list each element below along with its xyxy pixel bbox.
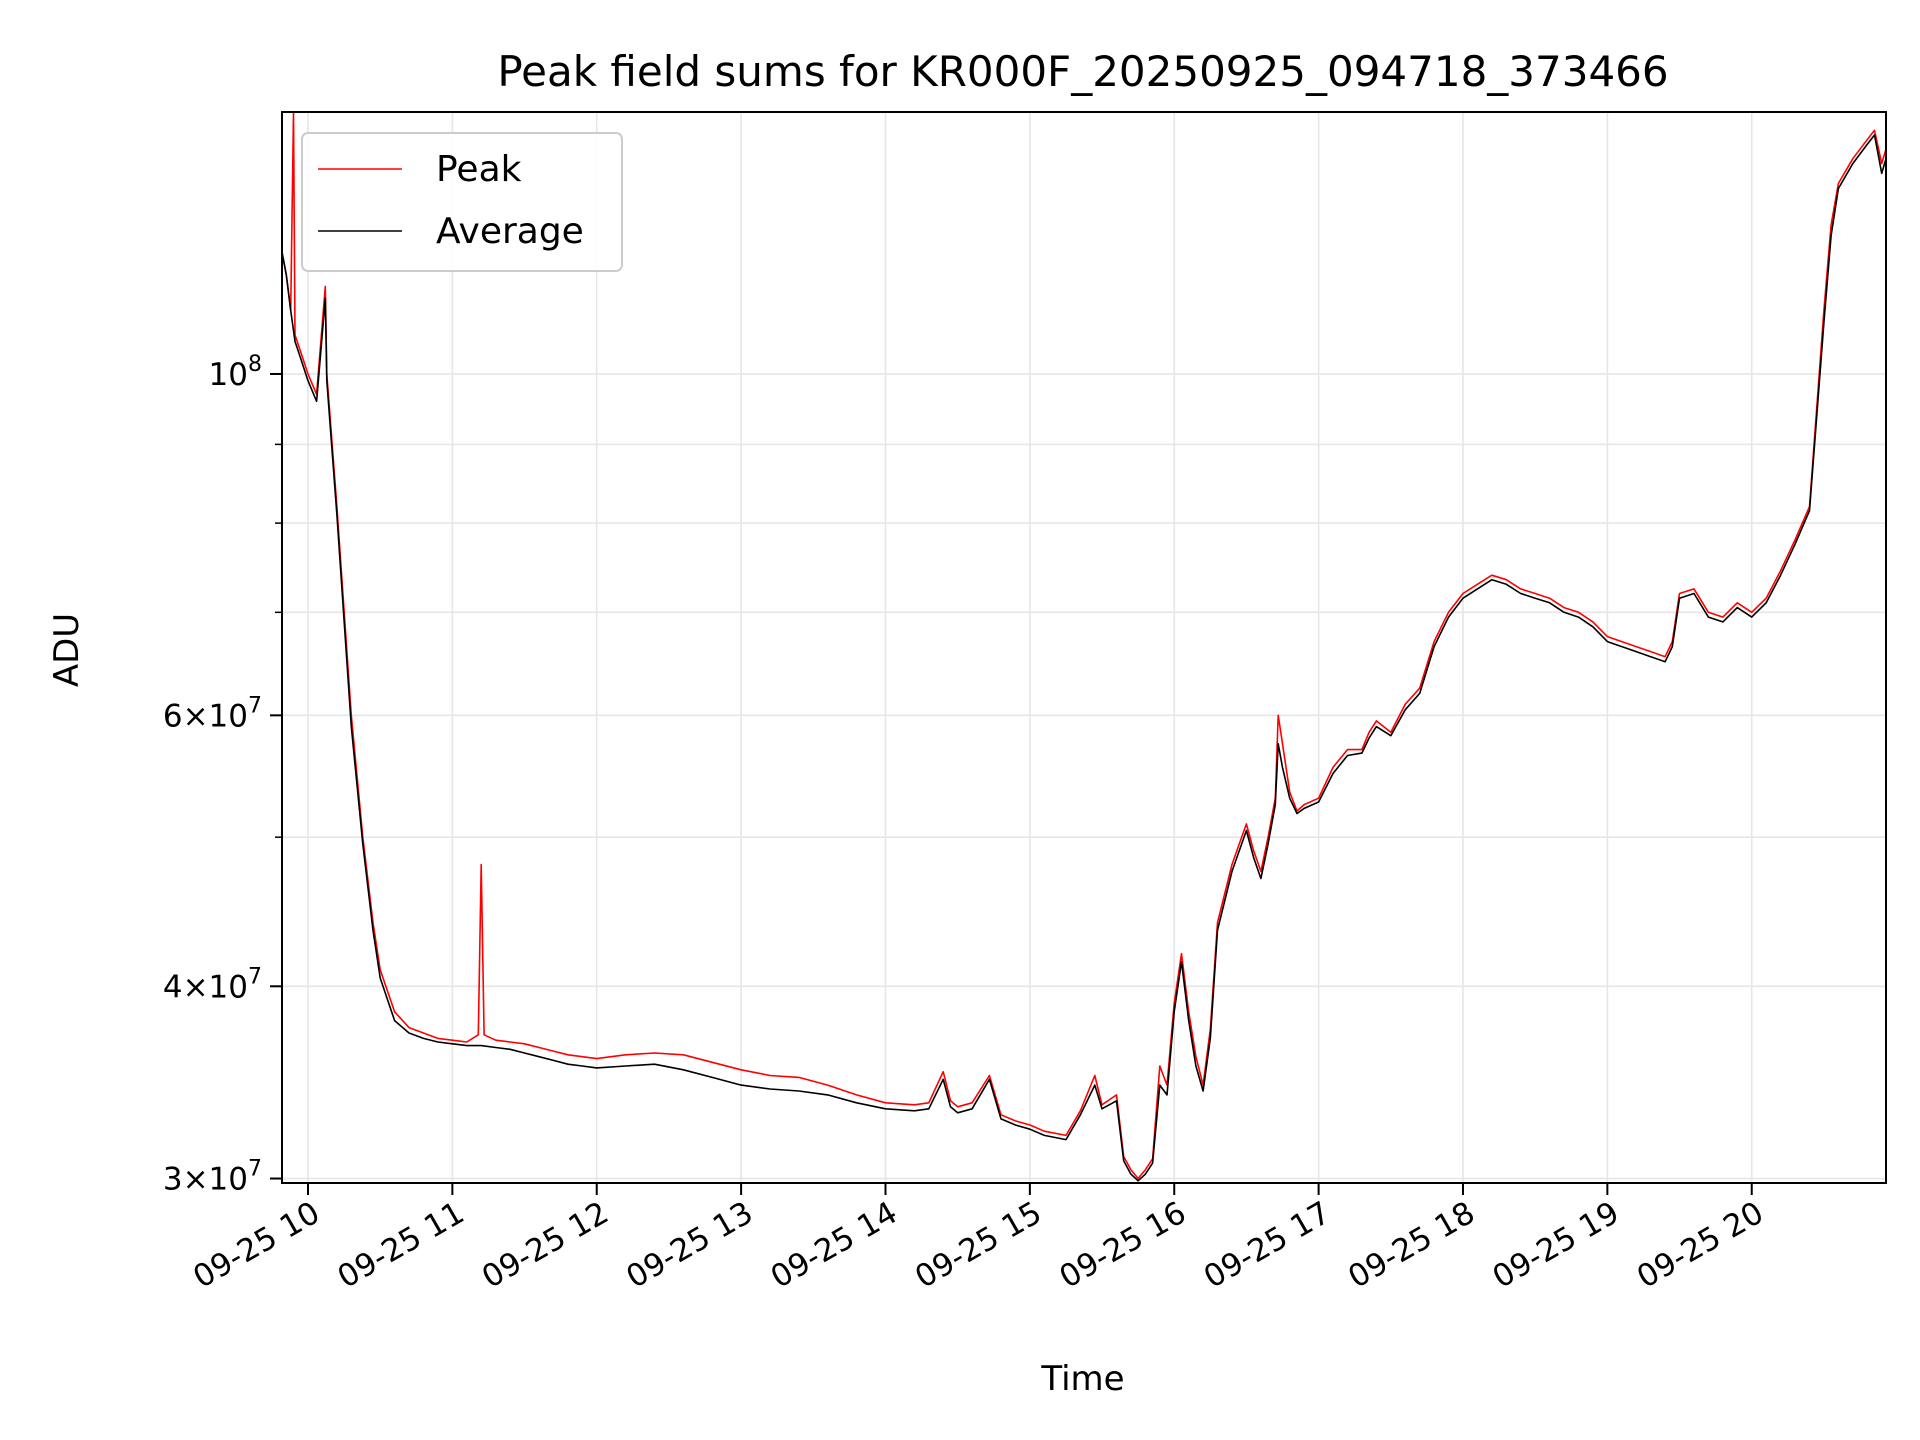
grid xyxy=(282,112,1886,1183)
legend-box xyxy=(301,132,623,272)
chart-title: Peak field sums for KR000F_20250925_0947… xyxy=(497,47,1668,96)
y-tick-label: 4×107 xyxy=(163,964,262,1005)
y-tick-mantissa: 6 xyxy=(163,698,183,734)
series-line-peak xyxy=(282,112,1886,1180)
legend-label-peak: Peak xyxy=(436,149,522,190)
y-tick-exponent: 7 xyxy=(248,693,262,718)
y-tick-exponent: 8 xyxy=(248,352,262,377)
series-line-average xyxy=(282,134,1886,1182)
series-layer xyxy=(282,112,1886,1182)
y-tick-label: 3×107 xyxy=(163,1157,262,1198)
y-tick-exponent: 7 xyxy=(248,1157,262,1182)
y-tick-mantissa: 4 xyxy=(163,969,183,1005)
y-axis: 3×107 4×107 6×107 108 xyxy=(163,352,282,1198)
plot-frame xyxy=(281,111,1887,1184)
y-tick-mantissa: 3 xyxy=(163,1162,183,1198)
y-tick-label: 108 xyxy=(209,352,262,393)
legend: Peak Average xyxy=(301,132,623,272)
y-axis-title: ADU xyxy=(47,613,87,687)
x-axis-title: Time xyxy=(1040,1359,1124,1399)
legend-label-average: Average xyxy=(436,211,584,252)
y-tick-exponent: 7 xyxy=(248,964,262,989)
y-tick-label: 6×107 xyxy=(163,693,262,734)
